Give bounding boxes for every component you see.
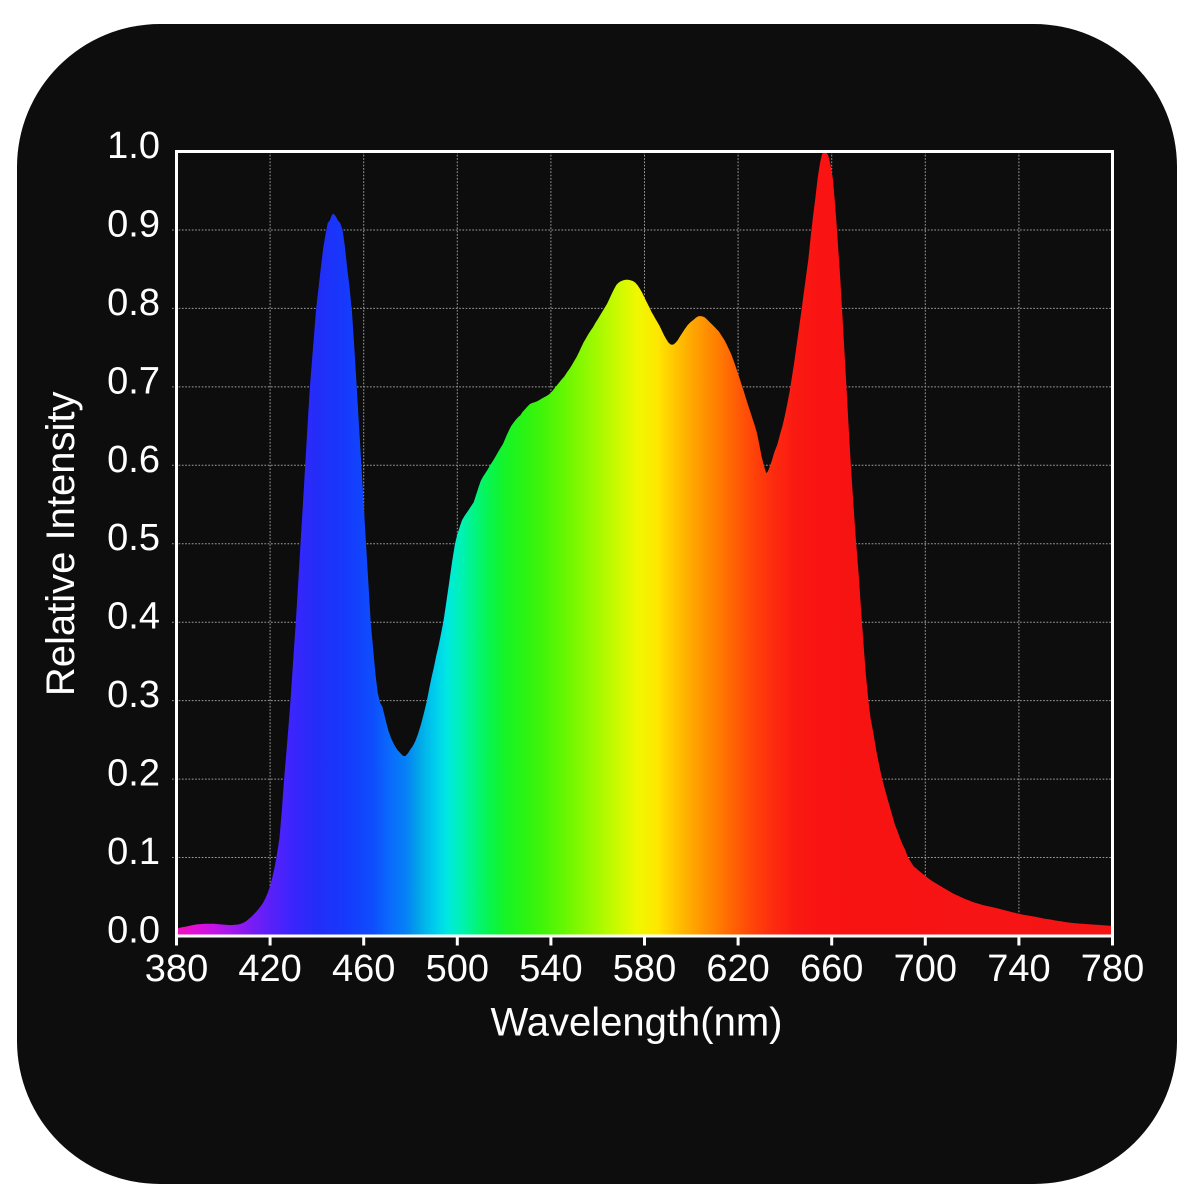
svg-text:0.0: 0.0 — [107, 910, 160, 952]
svg-text:740: 740 — [987, 948, 1050, 990]
svg-text:620: 620 — [706, 948, 769, 990]
svg-text:0.8: 0.8 — [107, 282, 160, 324]
svg-text:540: 540 — [519, 948, 582, 990]
svg-text:0.5: 0.5 — [107, 517, 160, 559]
svg-text:Relative Intensity: Relative Intensity — [39, 392, 83, 697]
svg-text:500: 500 — [426, 948, 489, 990]
svg-text:660: 660 — [800, 948, 863, 990]
svg-text:380: 380 — [145, 948, 208, 990]
svg-text:420: 420 — [238, 948, 301, 990]
svg-text:0.3: 0.3 — [107, 674, 160, 716]
svg-text:700: 700 — [894, 948, 957, 990]
svg-text:Wavelength(nm): Wavelength(nm) — [491, 1001, 783, 1045]
svg-text:780: 780 — [1081, 948, 1144, 990]
svg-text:0.9: 0.9 — [107, 204, 160, 246]
svg-text:0.7: 0.7 — [107, 360, 160, 402]
svg-text:0.4: 0.4 — [107, 596, 160, 638]
svg-text:0.2: 0.2 — [107, 753, 160, 795]
svg-text:0.6: 0.6 — [107, 439, 160, 481]
svg-text:580: 580 — [613, 948, 676, 990]
svg-text:460: 460 — [332, 948, 395, 990]
svg-text:1.0: 1.0 — [107, 125, 160, 167]
svg-text:0.1: 0.1 — [107, 831, 160, 873]
